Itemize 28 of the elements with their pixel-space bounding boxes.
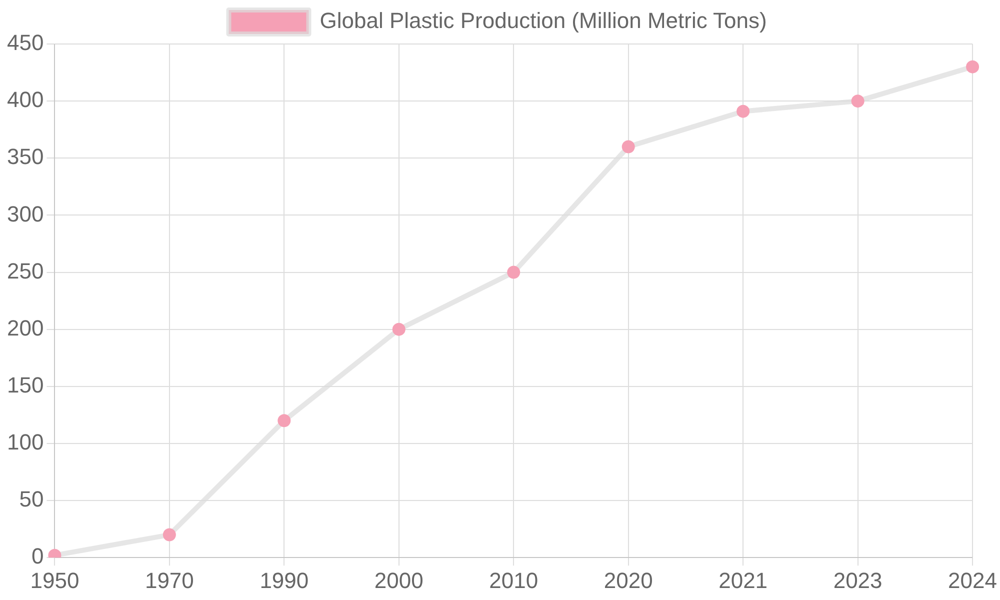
y-tick-label: 350: [6, 144, 44, 170]
y-tick-label: 400: [6, 87, 44, 112]
point: [507, 266, 520, 279]
x-tick-label: 1990: [260, 568, 309, 593]
y-tick-label: 0: [31, 544, 44, 569]
x-tick-label: 2000: [374, 568, 424, 593]
point: [622, 140, 635, 154]
y-tick-label: 100: [6, 430, 44, 455]
x-tick-label: 2010: [489, 568, 538, 593]
point: [278, 414, 291, 428]
y-tick-label: 150: [6, 372, 44, 398]
point: [966, 60, 980, 74]
point: [851, 94, 864, 108]
y-tick-label: 200: [6, 315, 44, 340]
y-tick-label: 250: [6, 258, 44, 284]
legend-label: Global Plastic Production (Million Metric Tons): [320, 8, 767, 34]
point: [392, 322, 406, 336]
x-tick-label: 1950: [30, 568, 80, 593]
point: [162, 528, 176, 542]
x-tick-label: 2020: [604, 568, 653, 593]
point: [736, 104, 750, 118]
y-tick-label: 450: [6, 30, 44, 56]
y-tick-label: 50: [19, 486, 44, 512]
x-tick-label: 2024: [948, 568, 998, 593]
y-tick-label: 300: [6, 201, 44, 226]
x-tick-label: 2021: [718, 568, 768, 593]
x-tick-label: 2023: [833, 568, 882, 593]
x-tick-label: 1970: [144, 568, 194, 593]
